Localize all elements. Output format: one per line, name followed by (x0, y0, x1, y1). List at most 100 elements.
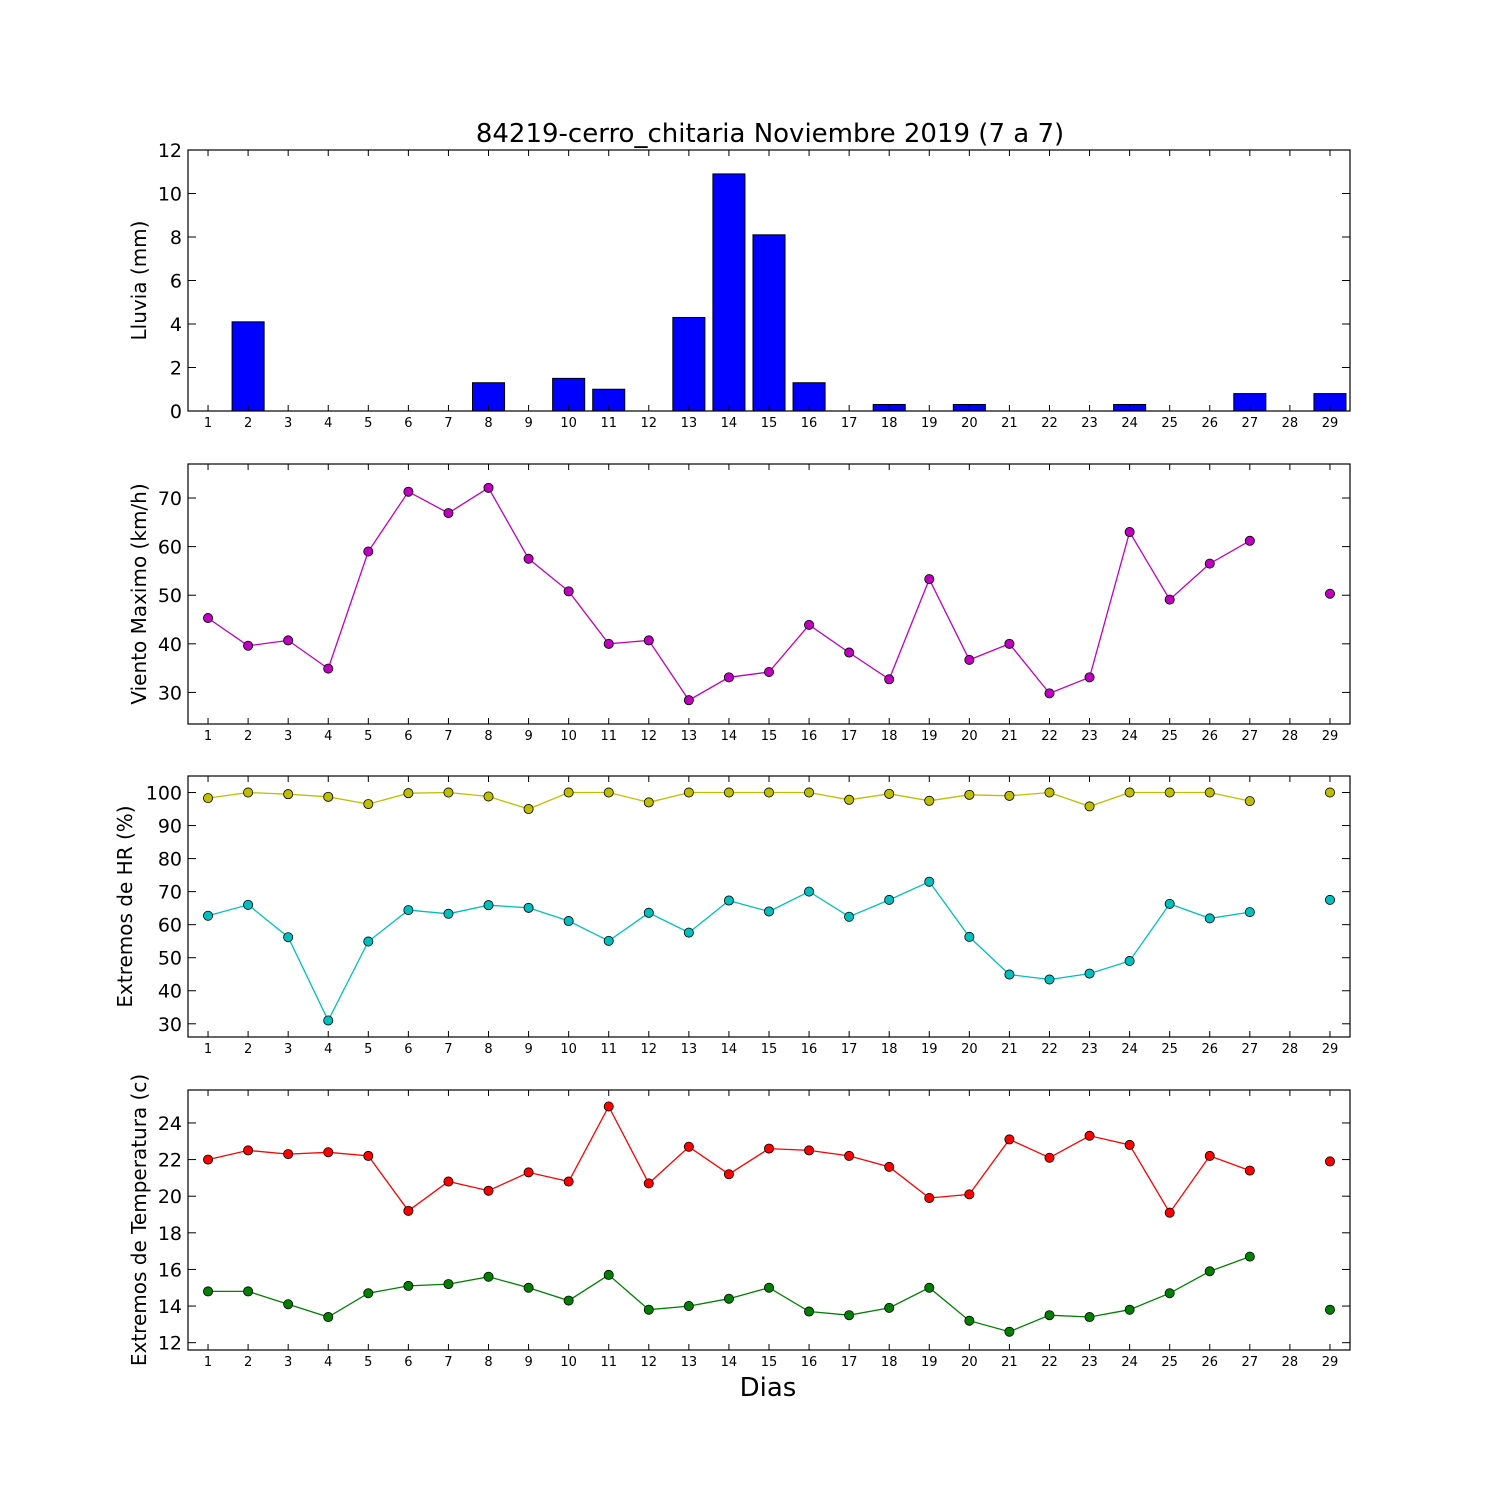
wind-panel: 1 2 3 4 5 6 7 8 9 10 11 12 13 14 15 16 17 18 19 20 21 22 23 24 2… (127, 463, 1351, 744)
rain-xtick-label: 23 (1081, 416, 1098, 431)
rain-xtick-label: 10 (560, 416, 577, 431)
rain-xtick-label: 14 (721, 416, 738, 431)
humidity-series-0-point-day-13 (683, 787, 694, 798)
wind-xtick-label: 18 (881, 729, 898, 744)
humidity-series-1-point-day-22 (1044, 974, 1055, 985)
humidity-xtick-label: 21 (1001, 1042, 1018, 1057)
wind-series-0-point-day-8 (483, 482, 494, 493)
humidity-series-0-point-day-16 (804, 787, 815, 798)
humidity-ytick-label: 90 (158, 816, 182, 838)
wind-series-0-point-day-29 (1324, 588, 1335, 599)
temperature-xtick-label: 6 (404, 1355, 412, 1370)
humidity-xtick-label: 15 (761, 1042, 778, 1057)
temperature-series-0-point-day-18 (884, 1161, 895, 1172)
temperature-xtick-label: 22 (1041, 1355, 1058, 1370)
rain-ytick-label: 0 (170, 401, 182, 423)
temperature-series-0-point-day-10 (563, 1176, 574, 1187)
humidity-series-0-point-day-5 (363, 799, 374, 810)
humidity-ytick-label: 30 (158, 1014, 182, 1036)
humidity-series-0-point-day-1 (203, 793, 214, 804)
humidity-series-1-point-day-21 (1004, 969, 1015, 980)
humidity-series-0-point-day-7 (443, 787, 454, 798)
temperature-series-0-point-day-16 (804, 1145, 815, 1156)
temperature-series-1-point-day-19 (924, 1282, 935, 1293)
temperature-xtick-label: 23 (1081, 1355, 1098, 1370)
temperature-xtick-label: 3 (284, 1355, 292, 1370)
rain-bar-day-15 (752, 234, 786, 412)
temperature-series-0-point-day-14 (723, 1169, 734, 1180)
temperature-series-0-point-day-23 (1084, 1130, 1095, 1141)
wind-xtick-label: 2 (244, 729, 252, 744)
wind-xtick-label: 8 (484, 729, 492, 744)
wind-series-0-point-day-5 (363, 546, 374, 557)
rain-xtick-label: 7 (444, 416, 452, 431)
rain-xtick-label: 27 (1242, 416, 1259, 431)
temperature-series-1-point-day-15 (764, 1282, 775, 1293)
humidity-series-0-point-day-25 (1164, 787, 1175, 798)
humidity-xtick-label: 12 (641, 1042, 658, 1057)
temperature-xtick-label: 24 (1121, 1355, 1138, 1370)
temperature-series-1-point-day-12 (643, 1304, 654, 1315)
temperature-xtick-label: 20 (961, 1355, 978, 1370)
humidity-series-1-point-day-20 (964, 931, 975, 942)
humidity-series-1-point-day-24 (1124, 956, 1135, 967)
wind-series-0-point-day-26 (1204, 558, 1215, 569)
temperature-series-0-point-day-27 (1244, 1165, 1255, 1176)
rain-xtick-label: 29 (1322, 416, 1339, 431)
temperature-series-1-point-day-7 (443, 1279, 454, 1290)
rain-xtick-label: 26 (1201, 416, 1218, 431)
humidity-xtick-label: 3 (284, 1042, 292, 1057)
humidity-xtick-label: 19 (921, 1042, 938, 1057)
temperature-series-1-point-day-24 (1124, 1304, 1135, 1315)
wind-ytick-label: 70 (158, 488, 182, 510)
wind-series-0-point-day-13 (683, 695, 694, 706)
humidity-series-0-point-day-29 (1324, 787, 1335, 798)
humidity-xtick-label: 13 (681, 1042, 698, 1057)
temperature-y-axis-label: Extremos de Temperatura (c) (127, 1074, 151, 1366)
humidity-series-0-point-day-6 (403, 788, 414, 799)
wind-xtick-label: 5 (364, 729, 372, 744)
wind-series-0-point-day-1 (203, 613, 214, 624)
temperature-xtick-label: 28 (1282, 1355, 1299, 1370)
humidity-panel: 1 2 3 4 5 6 7 8 9 10 11 12 13 14 15 16 17 18 19 20 21 22 23 24 2… (113, 775, 1351, 1057)
wind-series-0-point-day-19 (924, 574, 935, 585)
temperature-xtick-label: 12 (641, 1355, 658, 1370)
temperature-xtick-label: 2 (244, 1355, 252, 1370)
humidity-xtick-label: 16 (801, 1042, 818, 1057)
wind-ytick-label: 30 (158, 682, 182, 704)
humidity-series-1-point-day-1 (203, 910, 214, 921)
humidity-ytick-label: 80 (158, 849, 182, 871)
temperature-xtick-label: 1 (204, 1355, 212, 1370)
temperature-series-1-point-day-21 (1004, 1326, 1015, 1337)
wind-series-0-point-day-6 (403, 486, 414, 497)
temperature-series-1-point-day-3 (283, 1299, 294, 1310)
wind-xtick-label: 13 (681, 729, 698, 744)
wind-series-0-point-day-11 (603, 638, 614, 649)
humidity-series-0-point-day-24 (1124, 787, 1135, 798)
rain-xtick-label: 22 (1041, 416, 1058, 431)
wind-xtick-label: 16 (801, 729, 818, 744)
rain-xtick-label: 11 (600, 416, 617, 431)
temperature-series-0-point-day-22 (1044, 1152, 1055, 1163)
temperature-series-0-point-day-15 (764, 1143, 775, 1154)
humidity-series-1-point-day-17 (844, 911, 855, 922)
rain-xtick-label: 9 (524, 416, 532, 431)
temperature-ytick-label: 16 (158, 1259, 182, 1281)
temperature-ytick-label: 20 (158, 1186, 182, 1208)
humidity-series-0-point-day-17 (844, 794, 855, 805)
rain-bar-day-2 (231, 321, 265, 412)
temperature-series-1-point-day-25 (1164, 1288, 1175, 1299)
wind-series-0-point-day-9 (523, 553, 534, 564)
humidity-xtick-label: 20 (961, 1042, 978, 1057)
temperature-xtick-label: 15 (761, 1355, 778, 1370)
wind-series-0-point-day-16 (804, 619, 815, 630)
humidity-series-0-point-day-2 (243, 787, 254, 798)
temperature-series-1-point-day-18 (884, 1302, 895, 1313)
wind-xtick-label: 4 (324, 729, 332, 744)
humidity-series-0-point-day-21 (1004, 790, 1015, 801)
rain-ytick-label: 4 (170, 314, 182, 336)
rain-ytick-label: 2 (170, 358, 182, 380)
humidity-ytick-label: 60 (158, 915, 182, 937)
temperature-series-0-point-day-12 (643, 1178, 654, 1189)
wind-series-0-point-day-7 (443, 508, 454, 519)
